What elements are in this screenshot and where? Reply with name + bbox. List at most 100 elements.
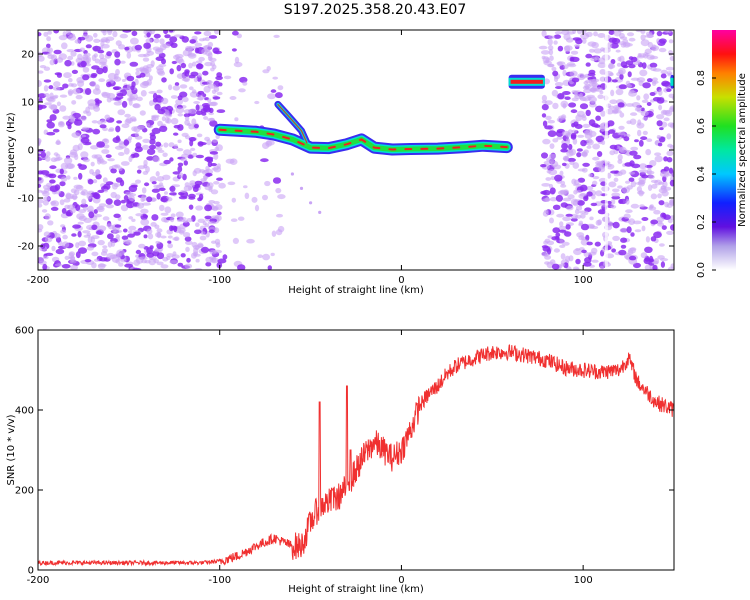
noise-blob	[216, 211, 222, 216]
noise-blob	[193, 76, 198, 83]
noise-blob	[578, 220, 584, 226]
y-tick-label: 0	[28, 566, 34, 577]
noise-blob	[45, 252, 54, 256]
noise-blob	[592, 143, 600, 150]
noise-blob	[67, 123, 72, 130]
noise-blob	[652, 68, 662, 72]
noise-blob	[118, 140, 124, 145]
trace-branch-layer	[277, 103, 308, 144]
noise-blob	[157, 108, 166, 115]
noise-blob	[595, 115, 601, 121]
noise-blob	[647, 184, 653, 191]
trace-faint-point	[299, 186, 304, 190]
noise-blob	[163, 142, 169, 148]
noise-blob	[208, 35, 218, 39]
noise-blob	[177, 139, 182, 144]
noise-blob	[92, 45, 101, 52]
noise-blob	[639, 69, 648, 77]
noise-blob	[554, 31, 563, 35]
noise-blob	[94, 98, 100, 102]
noise-blob	[115, 125, 121, 133]
noise-blob	[547, 119, 555, 124]
noise-blob	[587, 72, 596, 77]
noise-blob	[124, 113, 131, 118]
noise-blob	[651, 45, 660, 51]
noise-blob	[230, 218, 238, 222]
noise-blob	[158, 187, 166, 191]
noise-blob	[172, 251, 177, 257]
noise-blob	[587, 41, 597, 47]
noise-blob	[50, 54, 58, 61]
noise-blob	[51, 245, 56, 252]
snr-panel: -200 -100 0 100 0 200 400 600 Height of straig…	[6, 326, 675, 595]
noise-blob	[82, 66, 90, 73]
noise-blob	[227, 181, 236, 186]
noise-blob	[563, 33, 571, 41]
noise-blob	[54, 263, 63, 267]
noise-blob	[149, 100, 154, 106]
noise-blob	[68, 78, 73, 83]
noise-blob	[176, 73, 185, 79]
noise-blob	[195, 258, 200, 263]
spectrogram-y-label: Frequency (Hz)	[6, 112, 17, 188]
noise-blob	[542, 138, 551, 145]
noise-blob	[80, 203, 89, 208]
noise-blob	[197, 90, 205, 95]
noise-blob	[573, 44, 581, 48]
noise-blob	[270, 89, 277, 93]
noise-blob	[156, 261, 164, 266]
noise-blob	[580, 32, 590, 40]
noise-blob	[80, 137, 90, 144]
noise-blob	[77, 80, 85, 87]
noise-blob	[209, 249, 217, 255]
noise-blob	[547, 130, 557, 138]
noise-blob	[571, 77, 580, 83]
y-tick-label: 600	[15, 326, 34, 337]
noise-blob	[588, 96, 597, 103]
noise-blob	[570, 198, 579, 206]
noise-blob	[127, 136, 133, 141]
x-tick-label: -200	[27, 575, 50, 586]
noise-blob	[102, 66, 108, 74]
noise-blob	[47, 97, 56, 103]
noise-blob	[628, 64, 636, 69]
noise-blob	[77, 143, 83, 151]
noise-blob	[669, 179, 674, 187]
noise-blob	[49, 114, 57, 121]
noise-blob	[633, 154, 642, 160]
noise-blob	[110, 97, 115, 101]
noise-blob	[96, 141, 105, 148]
noise-blob	[169, 157, 174, 162]
noise-blob	[150, 222, 157, 227]
noise-blob	[79, 47, 86, 53]
noise-blob	[115, 234, 121, 239]
noise-blob	[560, 148, 568, 153]
noise-blob	[130, 184, 138, 188]
noise-blob	[149, 144, 156, 150]
noise-blob	[121, 100, 128, 108]
noise-blob	[216, 109, 226, 113]
noise-blob	[565, 213, 573, 217]
noise-blob	[194, 31, 202, 35]
noise-blob	[135, 70, 140, 76]
noise-blob	[581, 249, 587, 254]
noise-blob	[212, 47, 220, 54]
noise-blob	[565, 224, 571, 230]
noise-blob	[191, 61, 197, 67]
noise-blob	[91, 172, 98, 176]
noise-blob	[625, 60, 634, 66]
noise-blob	[101, 91, 108, 97]
noise-blob	[608, 62, 614, 70]
noise-blob	[38, 198, 44, 204]
noise-blob	[590, 100, 596, 105]
noise-blob	[120, 199, 126, 204]
noise-blob	[577, 200, 585, 206]
noise-blob	[620, 61, 628, 68]
noise-blob	[91, 224, 98, 231]
noise-blob	[44, 93, 50, 97]
noise-blob	[59, 181, 66, 187]
noise-blob	[589, 216, 594, 221]
noise-blob	[277, 225, 285, 233]
noise-blob	[214, 238, 221, 245]
noise-blob	[543, 160, 553, 165]
